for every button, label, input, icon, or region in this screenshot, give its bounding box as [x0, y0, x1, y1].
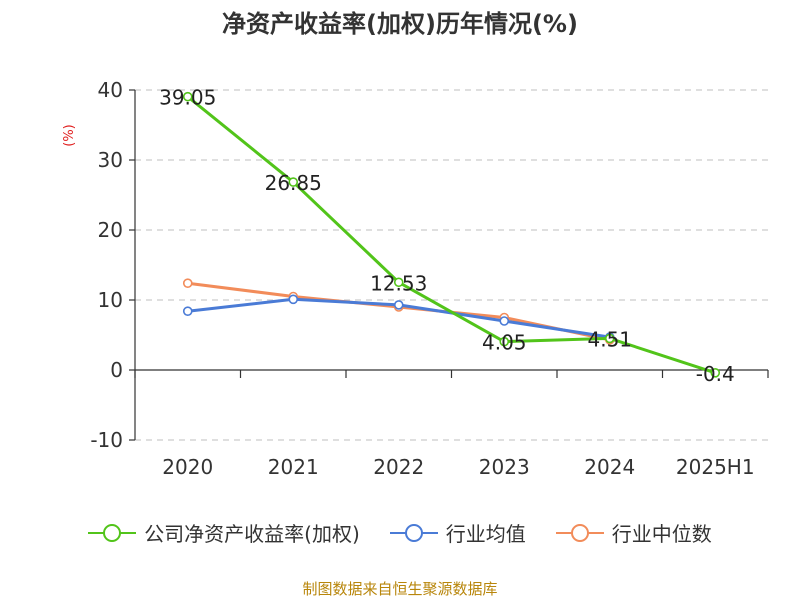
data-label: 4.05	[482, 331, 527, 355]
series-layer	[182, 91, 721, 378]
legend: 公司净资产收益率(加权) 行业均值 行业中位数	[0, 518, 800, 547]
chart-title: 净资产收益率(加权)历年情况(%)	[222, 10, 578, 38]
grid-layer	[135, 89, 768, 441]
data-point	[710, 367, 721, 378]
legend-item-industry-median[interactable]: 行业中位数	[555, 518, 712, 547]
y-tick-label: -10	[90, 428, 123, 452]
legend-item-industry-mean[interactable]: 行业均值	[389, 518, 526, 547]
data-source-note: 制图数据来自恒生聚源数据库	[302, 580, 498, 598]
x-tick-label: 2021	[268, 455, 319, 479]
data-label-layer: 39.05 26.85 12.53 4.05 4.51 -0.4	[159, 86, 735, 386]
data-label: 4.51	[587, 327, 632, 351]
legend-label-industry-median: 行业中位数	[611, 522, 712, 546]
x-tick-label: 2025H1	[676, 455, 755, 479]
legend-label-company-roe: 公司净资产收益率(加权)	[144, 522, 360, 546]
line-chart: 40 30 20 10 0 -10 2020 2021 2022 2023 2024 2025H1 3…	[90, 78, 769, 479]
y-tick-label: 10	[98, 288, 123, 312]
data-point	[288, 294, 299, 305]
data-point	[499, 316, 510, 326]
legend-swatch-industry-mean	[389, 523, 438, 542]
data-point	[182, 91, 193, 102]
data-point	[182, 306, 193, 317]
x-tick-label: 2022	[373, 455, 424, 479]
data-point	[288, 177, 299, 187]
legend-label-industry-mean: 行业均值	[445, 522, 526, 546]
data-point	[393, 300, 404, 310]
series-line	[186, 95, 716, 375]
data-point	[182, 278, 193, 289]
y-tick-label: 40	[98, 78, 123, 102]
data-point	[499, 336, 510, 347]
x-tick-label: 2020	[162, 455, 213, 479]
x-tick-label: 2023	[479, 455, 530, 479]
data-point	[604, 333, 615, 344]
x-tick-label: 2024	[584, 455, 635, 479]
legend-item-company-roe[interactable]: 公司净资产收益率(加权)	[88, 518, 360, 547]
data-label: 26.85	[265, 171, 322, 195]
y-tick-label: 20	[98, 218, 123, 242]
legend-swatch-company-roe	[88, 523, 137, 542]
data-point	[393, 277, 404, 288]
data-label: 39.05	[159, 86, 216, 110]
y-tick-label: 30	[98, 148, 123, 172]
legend-swatch-industry-median	[555, 523, 604, 542]
data-label: -0.4	[696, 362, 735, 386]
y-tick-label: 0	[110, 358, 123, 382]
axis-layer: 40 30 20 10 0 -10 2020 2021 2022 2023 2024 2025H1	[90, 78, 769, 479]
data-label: 12.53	[370, 271, 427, 295]
